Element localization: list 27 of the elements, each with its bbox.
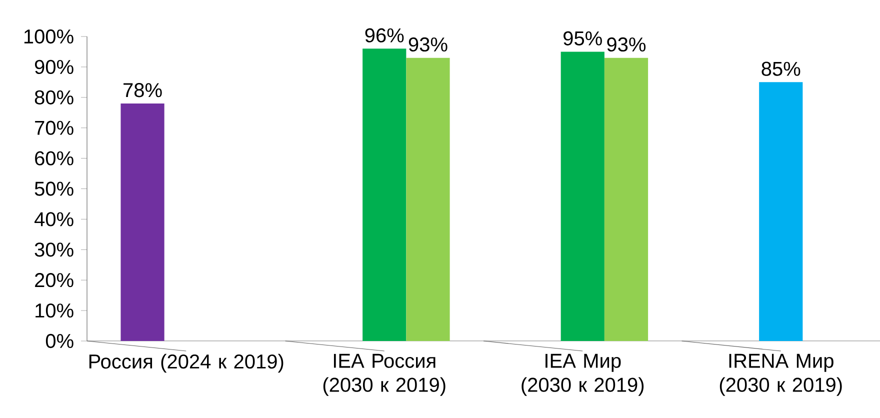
bar <box>120 103 164 341</box>
bar <box>759 82 803 341</box>
y-tick-label: 90% <box>34 60 74 74</box>
bar <box>604 58 648 341</box>
bar <box>362 48 406 341</box>
bar <box>560 52 604 341</box>
x-tick-label: Россия (2024 к 2019) <box>89 354 284 373</box>
data-label: 93% <box>408 37 448 52</box>
y-tick-label: 10% <box>36 303 74 318</box>
y-tick-label: 80% <box>34 90 74 104</box>
y-tick-label: 70% <box>35 120 74 135</box>
bar <box>406 58 450 341</box>
data-label: 85% <box>762 62 800 76</box>
data-label: 95% <box>564 31 602 46</box>
x-tick-label: IRENA Мир (2030 к 2019) <box>720 354 842 396</box>
y-tick-label: 100% <box>24 29 74 44</box>
x-tick-label: IEA Россия (2030 к 2019) <box>323 354 446 396</box>
y-tick-label: 30% <box>34 242 74 257</box>
data-label: 93% <box>607 37 646 52</box>
y-tick-label: 60% <box>35 151 74 166</box>
y-tick-label: 20% <box>35 273 74 288</box>
data-label: 96% <box>365 28 404 42</box>
x-tick-label: IEA Мир (2030 к 2019) <box>522 354 644 396</box>
y-tick-label: 40% <box>34 212 74 226</box>
data-label: 78% <box>124 83 162 98</box>
y-tick-label: 0% <box>46 334 74 348</box>
y-tick-label: 50% <box>34 182 74 196</box>
